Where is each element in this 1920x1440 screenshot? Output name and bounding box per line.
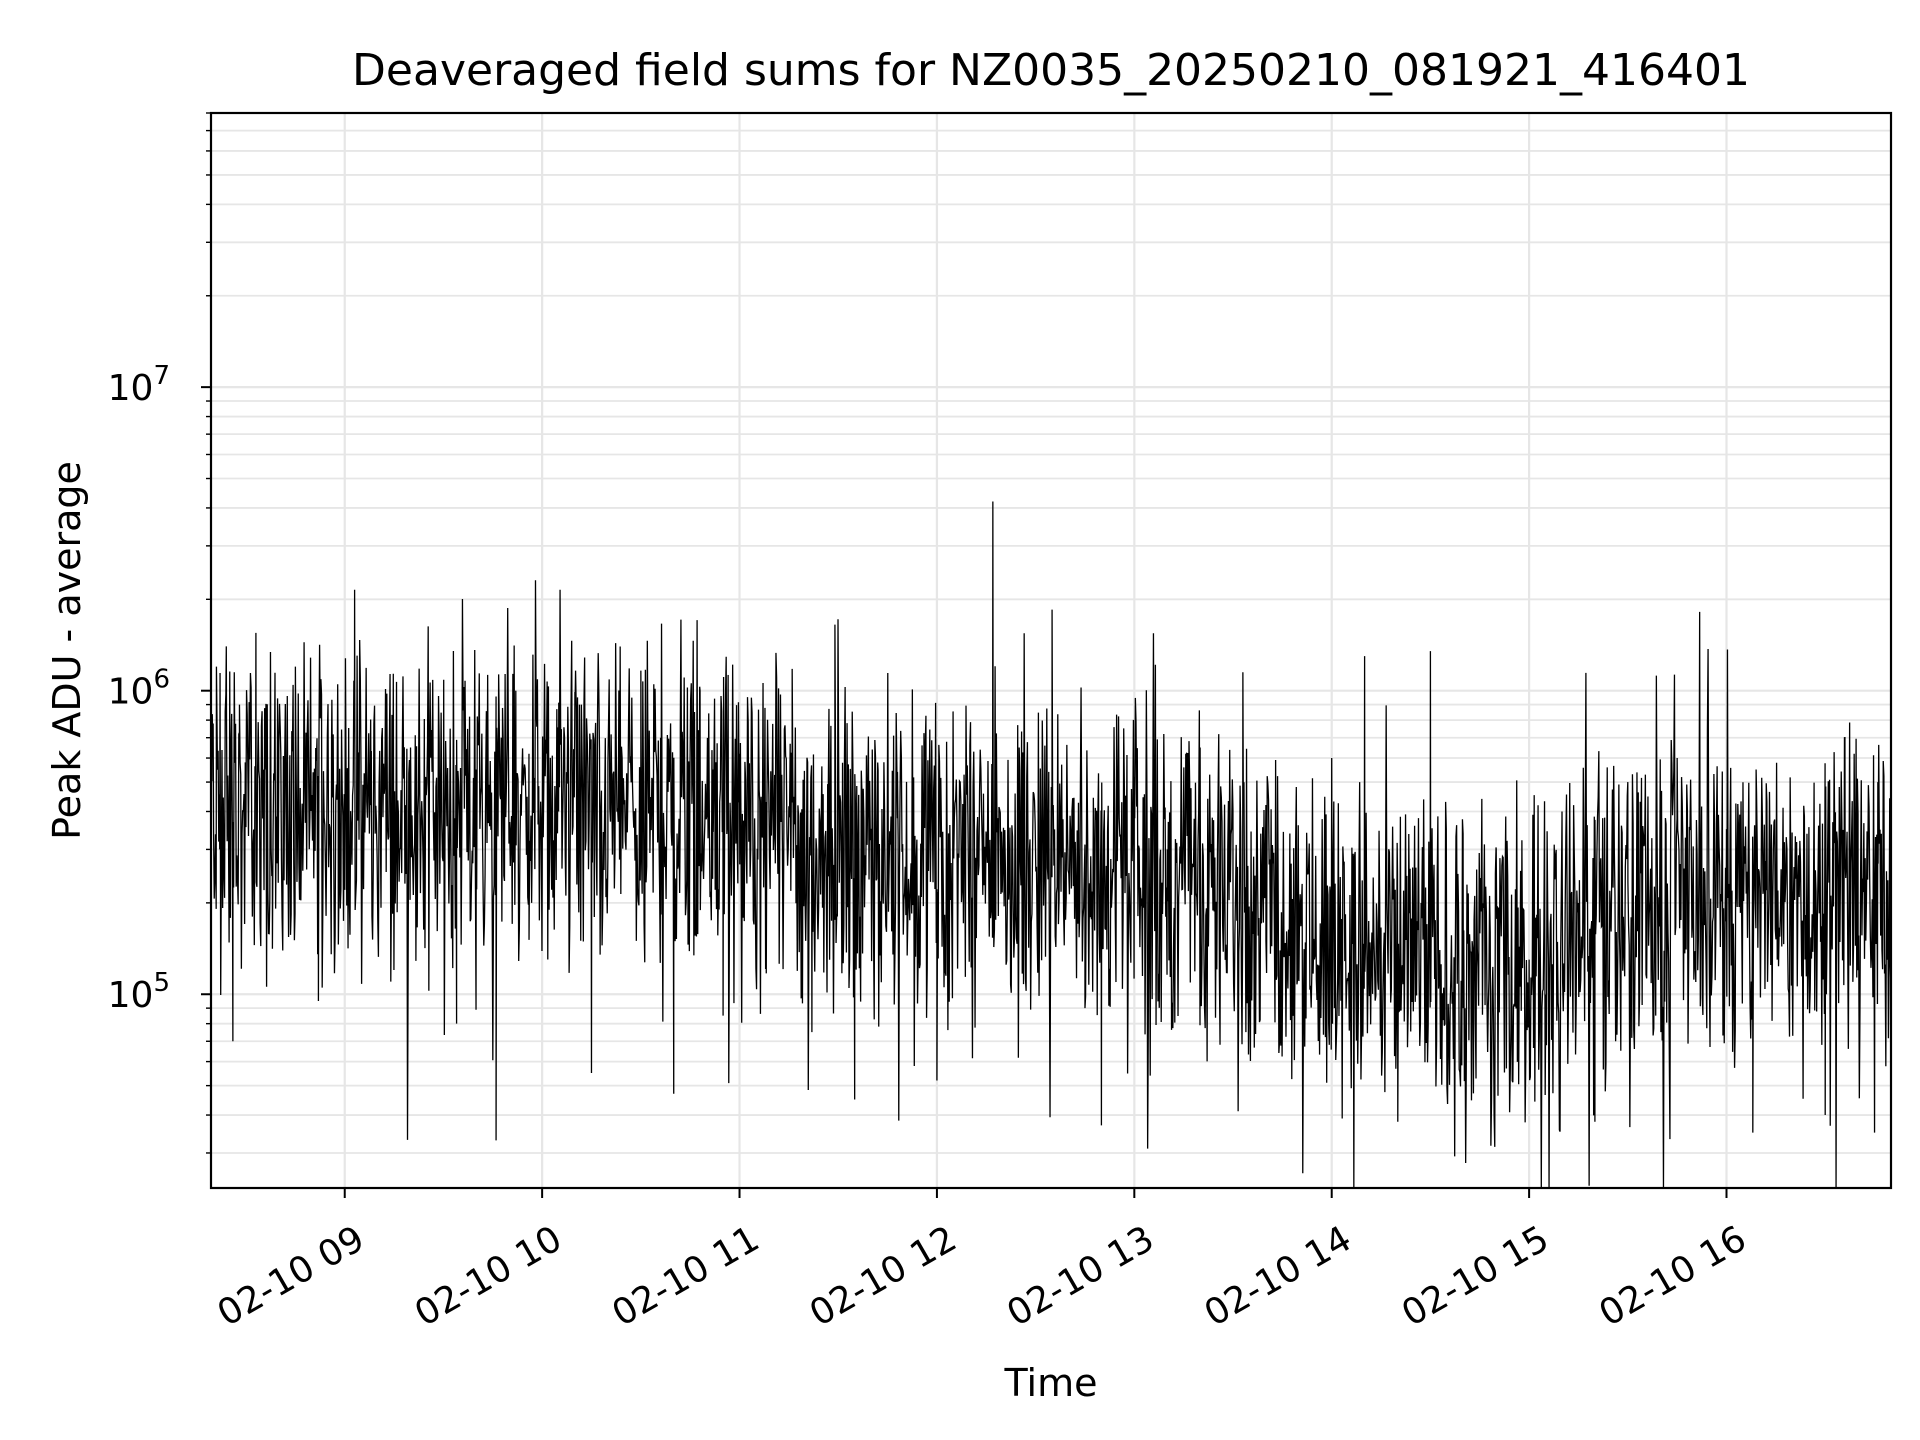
x-tick-label: 02-10 15 [1395,1218,1556,1334]
x-tick-label: 02-10 09 [211,1218,372,1334]
x-axis-ticks: 02-10 09 02-10 10 02-10 11 02-10 12 02-10 13… [211,1188,1753,1335]
y-tick-label: 107 [108,361,170,409]
y-axis-label: Peak ADU - average [45,461,89,840]
x-tick-label: 02-10 12 [803,1218,964,1334]
series-line [210,501,1892,1189]
y-tick-label: 105 [108,968,170,1016]
x-tick-label: 02-10 13 [1000,1218,1161,1334]
y-axis-ticks: 105 106 107 [108,112,211,1154]
chart-title: Deaveraged field sums for NZ0035_2025021… [352,45,1750,96]
y-tick-label: 106 [108,665,170,713]
plot-frame [209,111,1893,1190]
x-axis-label: Time [1004,1361,1098,1405]
x-tick-label: 02-10 10 [408,1218,569,1334]
series-path [210,501,1892,1189]
x-tick-label: 02-10 11 [606,1218,767,1334]
x-tick-label: 02-10 16 [1593,1218,1754,1334]
x-tick-label: 02-10 14 [1198,1218,1359,1334]
